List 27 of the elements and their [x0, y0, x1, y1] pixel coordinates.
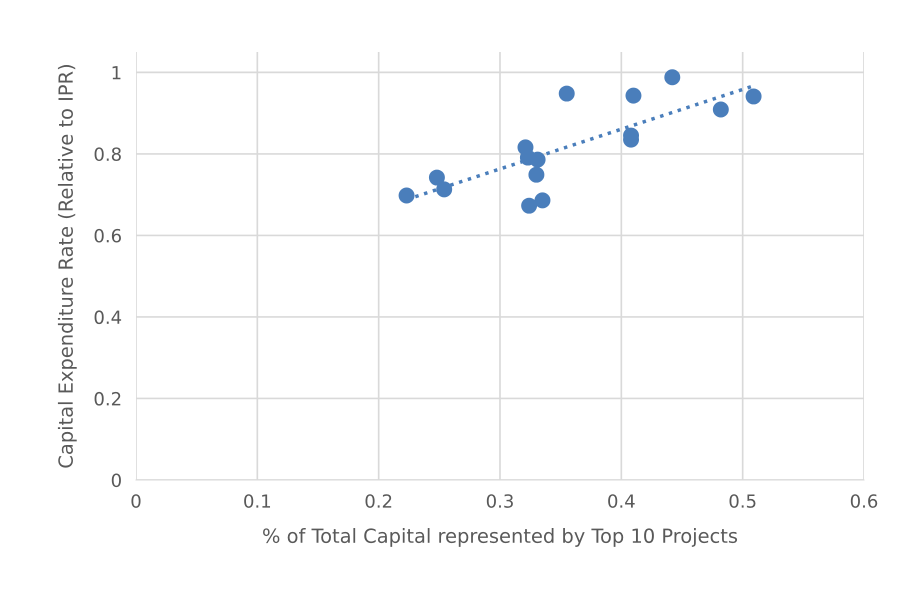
- point: [712, 101, 729, 118]
- y-axis-title: Capital Expenditure Rate (Relative to IPR): [58, 64, 77, 468]
- x-tick-label: 0.1: [244, 494, 270, 508]
- point: [746, 88, 762, 104]
- x-tick-label: 0.6: [850, 494, 878, 508]
- point: [664, 69, 680, 86]
- point: [534, 192, 550, 208]
- y-tick-label: 0: [112, 473, 121, 488]
- point: [436, 181, 452, 198]
- x-axis-title: % of Total Capital represented by Top 10 Projects: [263, 528, 738, 547]
- x-tick-label: 0.3: [486, 494, 513, 508]
- point: [528, 166, 544, 183]
- point: [398, 188, 415, 204]
- point: [558, 86, 575, 102]
- y-tick-label: 0.2: [94, 392, 120, 406]
- y-tick-label: 0.6: [94, 228, 121, 243]
- y-tick-label: 0.4: [94, 310, 122, 324]
- y-tick-label: 0.8: [94, 147, 121, 162]
- point: [530, 152, 546, 168]
- x-tick-label: 0: [131, 494, 141, 508]
- point: [625, 88, 642, 104]
- point: [428, 170, 445, 186]
- x-tick-label: 0.5: [730, 494, 756, 508]
- x-tick-label: 0.2: [366, 494, 392, 508]
- y-tick-label: 1: [112, 66, 120, 80]
- x-tick-label: 0.4: [608, 494, 635, 508]
- point: [521, 198, 538, 214]
